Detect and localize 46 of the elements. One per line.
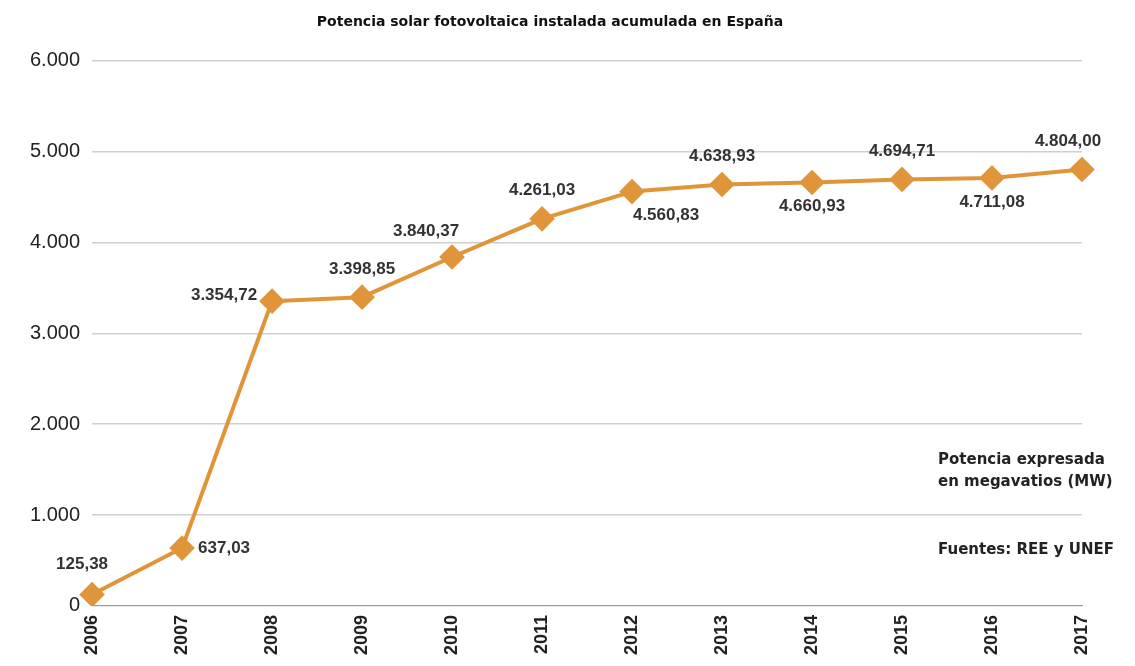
y-tick-label: 4.000 [29, 230, 81, 253]
annotation: Fuentes: REE y UNEF [938, 539, 1115, 560]
point [80, 582, 105, 606]
data-label: 4.638,93 [688, 146, 756, 166]
chart-title: Potencia solar fotovoltaica instalada acumulada en España [316, 13, 784, 30]
x-tick-label: 2007 [171, 614, 192, 655]
y-tick-label: 6.000 [29, 48, 81, 71]
point [620, 179, 645, 204]
point [440, 245, 465, 270]
data-label: 3.354,72 [190, 284, 258, 304]
x-tick-label: 2010 [441, 614, 461, 655]
x-tick-label: 2011 [531, 614, 551, 655]
point [350, 285, 375, 310]
x-tick-label: 2012 [620, 614, 641, 655]
point [800, 170, 825, 195]
point [710, 172, 735, 197]
data-label: 4.711,08 [959, 191, 1025, 211]
x-tick-label: 2013 [710, 614, 731, 655]
data-label: 4.694,71 [868, 141, 936, 161]
y-tick-label: 5.000 [29, 139, 81, 162]
y-tick-label: 3.000 [29, 320, 81, 343]
point [260, 289, 285, 314]
point [170, 536, 195, 561]
x-tick-label: 2015 [890, 614, 911, 655]
data-label: 4.804,00 [1034, 131, 1102, 151]
x-tick-label: 2016 [980, 614, 1001, 655]
x-tick-label: 2017 [1070, 614, 1091, 655]
data-label: 3.398,85 [328, 258, 396, 278]
x-tick-label: 2006 [81, 614, 102, 655]
y-tick-label: 2.000 [29, 411, 81, 434]
data-label: 4.660,93 [778, 196, 846, 216]
x-tick-label: 2014 [800, 614, 821, 655]
x-tick-label: 2008 [261, 614, 282, 655]
data-label: 3.840,37 [392, 220, 460, 240]
point [890, 167, 915, 192]
point [1070, 157, 1094, 182]
y-tick-label: 0 [68, 593, 81, 616]
data-label: 4.261,03 [508, 180, 576, 200]
data-label: 637,03 [198, 537, 251, 557]
point [980, 165, 1004, 190]
x-tick-label: 2009 [351, 614, 371, 655]
data-label: 4.560,83 [632, 205, 700, 225]
y-tick-label: 1.000 [29, 502, 81, 525]
annotation: Potencia expresada en megavatios (MW) [938, 449, 1114, 492]
data-label: 125,38 [56, 554, 109, 574]
point [530, 206, 555, 231]
